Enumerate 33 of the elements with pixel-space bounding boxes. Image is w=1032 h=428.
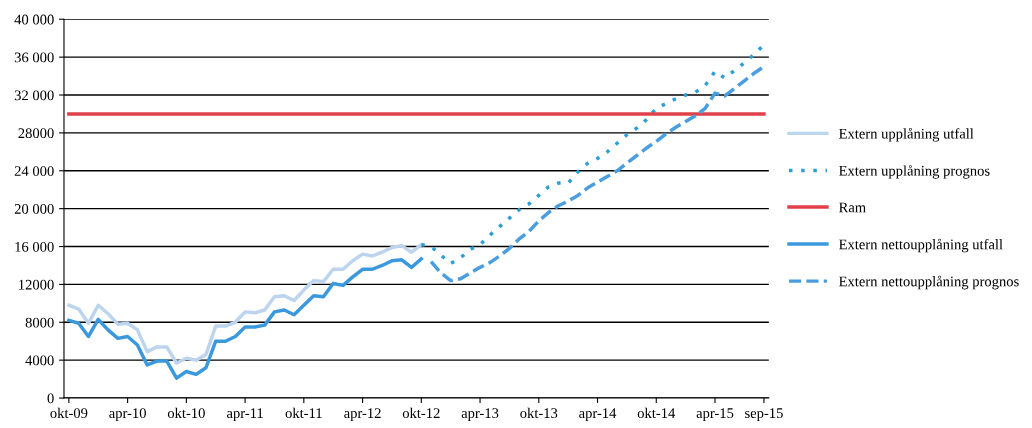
legend-label: Extern nettoupplåning prognos xyxy=(839,275,1019,290)
x-tick-label: okt-10 xyxy=(167,407,205,419)
line-series xyxy=(67,257,424,380)
x-tick-label: sep-15 xyxy=(745,408,783,421)
y-tick-label: 16 000 xyxy=(15,241,54,252)
x-tick-label: okt-12 xyxy=(402,407,440,419)
x-tick-label: apr-14 xyxy=(579,408,617,421)
line-series xyxy=(67,242,424,365)
y-tick-label: 20 000 xyxy=(14,204,54,214)
x-tick-label: okt-11 xyxy=(285,407,322,419)
x-tick-label: okt-13 xyxy=(520,407,558,419)
x-tick-label: okt-14 xyxy=(637,407,676,419)
x-tick-label: apr-12 xyxy=(344,408,381,421)
x-tick-label: apr-10 xyxy=(109,408,146,421)
legend-label: Ram xyxy=(839,202,866,213)
y-tick-label: 12000 xyxy=(19,279,54,290)
y-tick-label: 32 000 xyxy=(14,90,54,101)
legend-label: Extern nettoupplåning utfall xyxy=(839,238,1003,253)
legend-label: Extern upplåning utfall xyxy=(839,127,974,142)
line-series xyxy=(429,64,766,283)
y-tick-label: 24 000 xyxy=(14,166,54,176)
legend-label: Extern upplåning prognos xyxy=(839,164,990,179)
x-tick-label: okt-09 xyxy=(50,407,88,419)
x-tick-label: apr-15 xyxy=(696,408,734,421)
x-tick-label: apr-11 xyxy=(226,408,263,421)
y-tick-label: 40 000 xyxy=(14,14,54,25)
y-tick-label: 0 xyxy=(47,393,54,404)
line-series xyxy=(419,43,766,266)
y-tick-label: 4000 xyxy=(25,355,54,366)
y-tick-label: 36 000 xyxy=(14,52,54,63)
y-tick-label: 28000 xyxy=(18,128,54,139)
y-tick-label: 8000 xyxy=(25,317,54,328)
x-tick-label: apr-13 xyxy=(461,408,499,421)
